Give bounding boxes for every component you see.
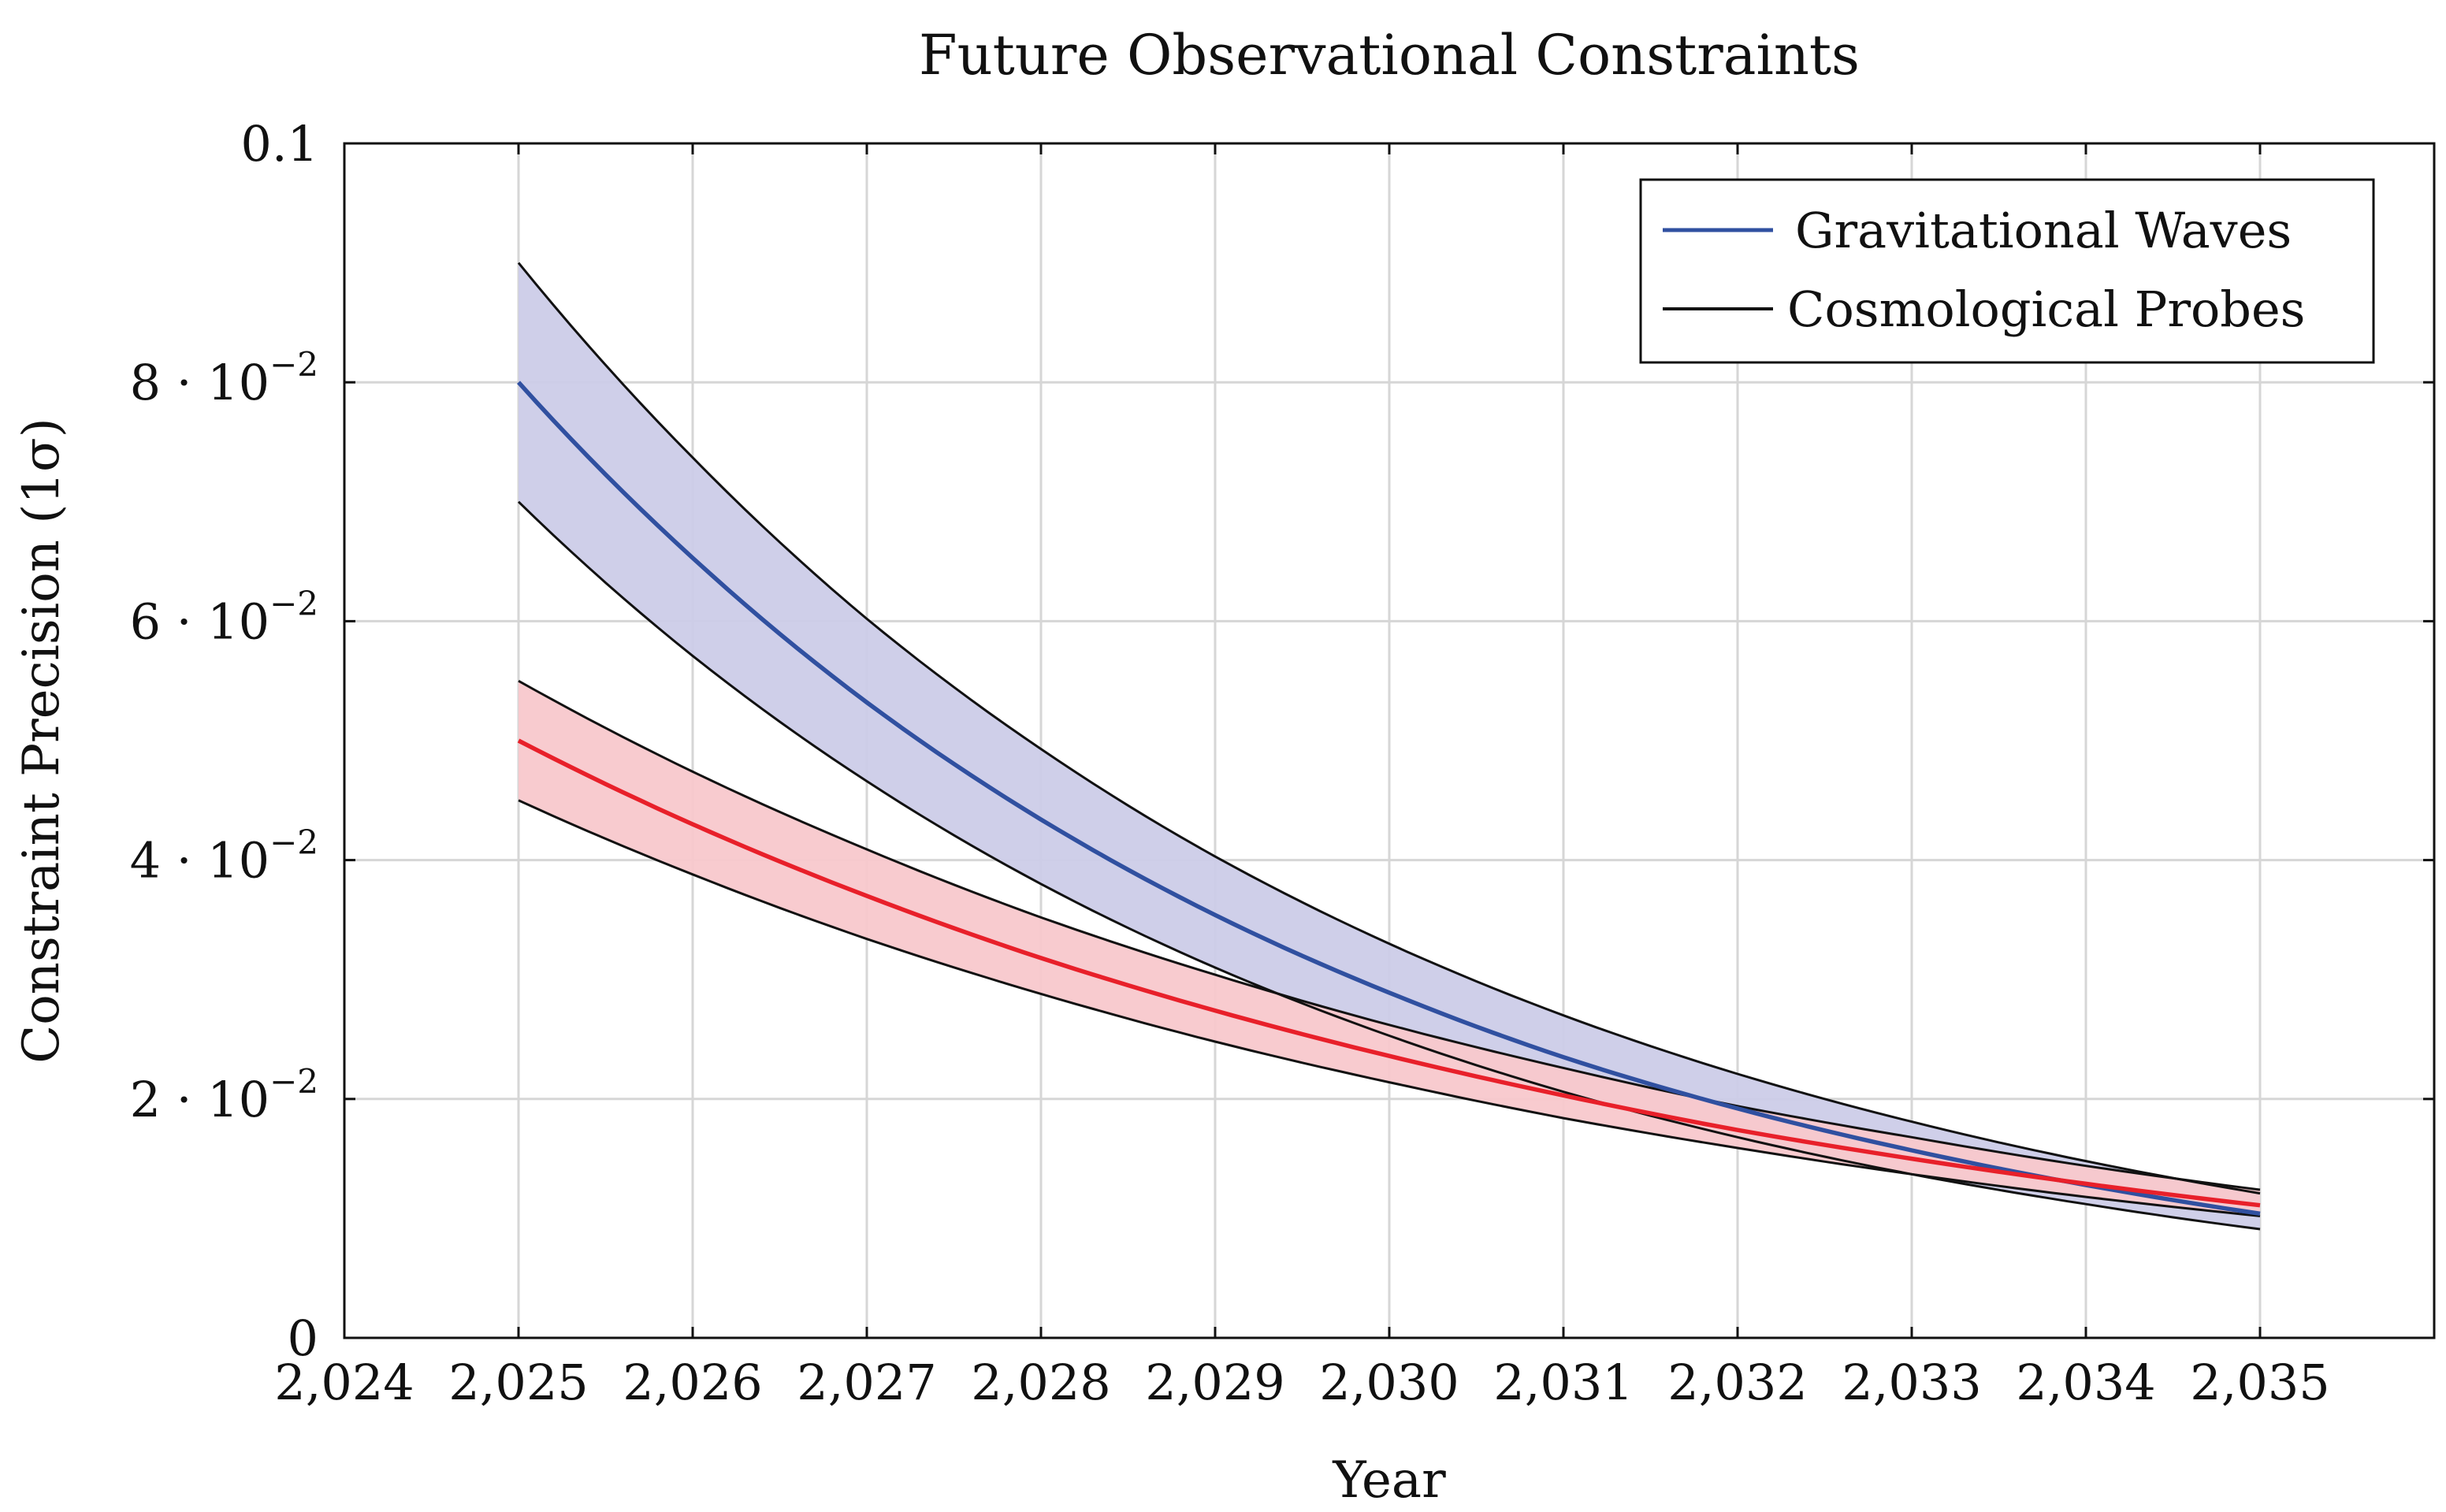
legend: Gravitational Waves Cosmological Probes (1639, 178, 2375, 364)
y-tick-base: 0 (288, 1310, 318, 1367)
y-tick-base: 6 · 10 (130, 593, 270, 650)
y-tick-label-0.1: 0.1 (240, 115, 318, 173)
legend-label-gravitational-waves: Gravitational Waves (1795, 202, 2292, 259)
x-tick-label-2033: 2,033 (1842, 1354, 1982, 1411)
y-tick-exponent: −2 (270, 584, 318, 622)
y-tick-label-0.02: 2 · 10−2 (130, 1062, 318, 1128)
x-tick-label-2025: 2,025 (448, 1354, 589, 1411)
y-tick-base: 4 · 10 (130, 832, 270, 890)
x-tick-label-2027: 2,027 (797, 1354, 937, 1411)
x-axis-ticks: 2,024 2,025 2,026 2,027 2,028 2,029 2,030 2,031… (274, 143, 2330, 1411)
x-tick-label-2029: 2,029 (1145, 1354, 1285, 1411)
legend-box (1639, 178, 2375, 364)
y-tick-label-0: 0 (288, 1310, 318, 1367)
y-tick-exponent: −2 (270, 823, 318, 862)
band-boundaries (517, 262, 2261, 1231)
x-tick-label-2035: 2,035 (2190, 1354, 2330, 1411)
lower-bound-cosmological-probes (518, 799, 2261, 1217)
y-tick-base: 0.1 (240, 115, 318, 173)
y-tick-label-0.04: 4 · 10−2 (130, 823, 318, 890)
confidence-bands (519, 262, 2260, 1230)
chart-title: Future Observational Constraints (919, 23, 1860, 87)
y-axis-ticks: 02 · 10−24 · 10−26 · 10−28 · 10−20.1 (130, 115, 2434, 1367)
line-gravitational-waves (516, 381, 2261, 1217)
x-tick-label-2030: 2,030 (1319, 1354, 1459, 1411)
series-lines (516, 381, 2261, 1217)
y-tick-exponent: −2 (270, 1062, 318, 1101)
legend-label-cosmological-probes: Cosmological Probes (1787, 280, 2305, 338)
y-tick-label-0.08: 8 · 10−2 (130, 345, 318, 411)
x-tick-label-2034: 2,034 (2016, 1354, 2156, 1411)
y-tick-base: 8 · 10 (130, 354, 270, 411)
x-tick-label-2024: 2,024 (274, 1354, 414, 1411)
y-axis-label: Constraint Precision (1σ) (13, 418, 71, 1063)
y-tick-exponent: −2 (270, 345, 318, 384)
band-gravitational-waves (519, 262, 2260, 1230)
line-cosmological-probes (517, 738, 2261, 1208)
y-tick-label-0.06: 6 · 10−2 (130, 584, 318, 650)
x-tick-label-2032: 2,032 (1667, 1354, 1808, 1411)
upper-bound-cosmological-probes (518, 679, 2261, 1191)
upper-bound-gravitational-waves (517, 262, 2261, 1195)
x-tick-label-2031: 2,031 (1493, 1354, 1634, 1411)
y-tick-base: 2 · 10 (130, 1071, 270, 1128)
lower-bound-gravitational-waves (517, 500, 2261, 1231)
x-tick-label-2026: 2,026 (623, 1354, 763, 1411)
x-axis-label: Year (1332, 1451, 1446, 1510)
x-tick-label-2028: 2,028 (971, 1354, 1111, 1411)
